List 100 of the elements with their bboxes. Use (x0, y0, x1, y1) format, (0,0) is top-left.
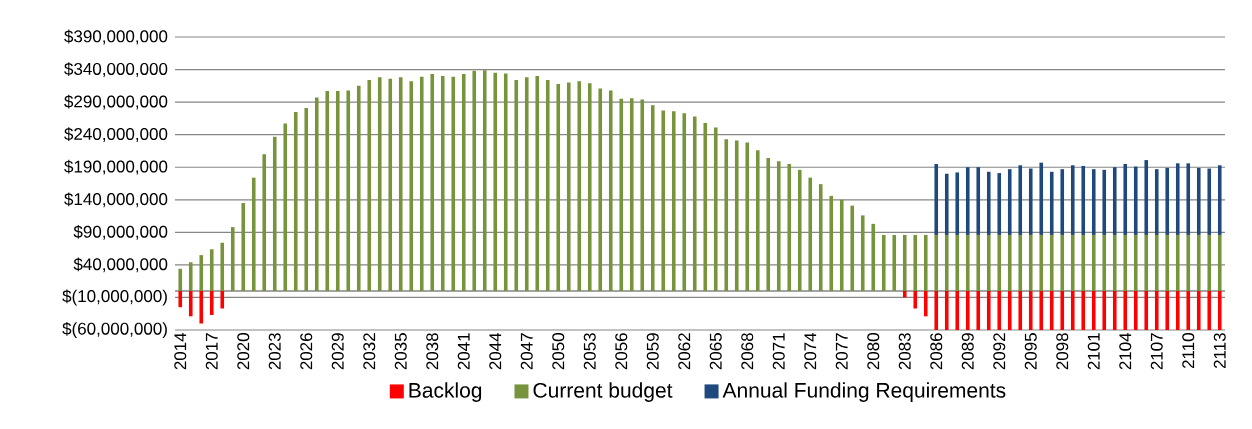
bar (283, 123, 288, 291)
bar (1186, 163, 1191, 235)
x-tick-label: 2071 (772, 333, 785, 370)
bar (451, 76, 456, 291)
y-tick-label: $190,000,000 (64, 159, 168, 175)
bar (1133, 166, 1138, 235)
bar (482, 70, 487, 291)
bar (671, 111, 676, 291)
x-tick-label: 2044 (489, 332, 502, 370)
bar (1207, 234, 1212, 291)
bar (1123, 234, 1128, 291)
bar (556, 83, 561, 291)
bar (629, 98, 634, 291)
bar (902, 234, 907, 291)
bar (871, 223, 876, 291)
bar (1196, 234, 1201, 291)
bar (262, 154, 267, 291)
bar (440, 76, 445, 291)
x-tick-label: 2038 (426, 333, 439, 370)
bar (640, 99, 645, 291)
y-tick-label: $90,000,000 (73, 224, 168, 240)
x-tick-label: 2047 (520, 333, 533, 370)
bar (1102, 234, 1107, 291)
legend-label: Current budget (533, 382, 673, 402)
x-tick-label: 2104 (1119, 332, 1132, 370)
bar (944, 234, 949, 291)
x-tick-label: 2032 (363, 333, 376, 370)
bar (1165, 290, 1170, 330)
bar (398, 77, 403, 291)
x-tick-label: 2020 (237, 333, 250, 370)
bar (766, 158, 771, 291)
bar (1196, 167, 1201, 235)
bar (293, 111, 298, 291)
bar (1028, 234, 1033, 291)
bar (1154, 169, 1159, 235)
bar (1186, 290, 1191, 330)
y-tick-label: $240,000,000 (64, 127, 168, 143)
bar (566, 82, 571, 291)
bar (850, 205, 855, 291)
bar (493, 72, 498, 291)
bar (1070, 290, 1075, 330)
bar (1091, 290, 1096, 330)
bar (409, 81, 414, 291)
bar (997, 290, 1002, 330)
x-tick-label: 2035 (394, 333, 407, 370)
bar (682, 113, 687, 291)
bar (913, 290, 918, 309)
bar (934, 234, 939, 291)
bar (472, 70, 477, 291)
x-tick-label: 2101 (1087, 333, 1100, 370)
bar (986, 171, 991, 235)
bar (881, 234, 886, 291)
bar (346, 90, 351, 291)
x-tick-label: 2014 (174, 332, 187, 370)
x-tick-label: 2029 (331, 333, 344, 370)
bar (829, 195, 834, 291)
bar (241, 203, 246, 291)
bar (199, 290, 204, 324)
y-tick-label: $140,000,000 (64, 192, 168, 208)
bar (1144, 234, 1149, 291)
x-tick-label: 2107 (1150, 333, 1163, 370)
bar (1144, 160, 1149, 235)
bar (703, 122, 708, 291)
bar (1091, 234, 1096, 291)
bar (220, 290, 225, 309)
x-tick-label: 2065 (709, 333, 722, 370)
legend-label: Annual Funding Requirements (722, 382, 1006, 402)
bar (1018, 290, 1023, 330)
bar (356, 85, 361, 291)
bar (1217, 290, 1222, 330)
bar (1007, 290, 1012, 330)
x-tick-label: 2041 (457, 333, 470, 370)
bar (1060, 169, 1065, 235)
bar (1207, 290, 1212, 330)
bar (178, 268, 183, 291)
bar (965, 234, 970, 291)
bar (976, 234, 981, 291)
bar (178, 290, 183, 308)
bar (902, 290, 907, 298)
bar (1102, 290, 1107, 330)
bar (535, 76, 540, 291)
bar (1144, 290, 1149, 330)
x-tick-label: 2095 (1024, 333, 1037, 370)
bar (430, 74, 435, 291)
bar (797, 169, 802, 291)
bar (965, 167, 970, 235)
x-tick-label: 2080 (867, 333, 880, 370)
bar (1060, 234, 1065, 291)
x-tick-label: 2062 (678, 333, 691, 370)
bar (619, 98, 624, 291)
bar (713, 127, 718, 291)
bar (734, 140, 739, 291)
y-tick-label: $40,000,000 (73, 257, 168, 273)
bar (976, 290, 981, 330)
x-tick-label: 2026 (300, 333, 313, 370)
bar (1039, 234, 1044, 291)
bar (577, 81, 582, 291)
bar (545, 79, 550, 291)
bar (934, 163, 939, 235)
bar (304, 107, 309, 291)
